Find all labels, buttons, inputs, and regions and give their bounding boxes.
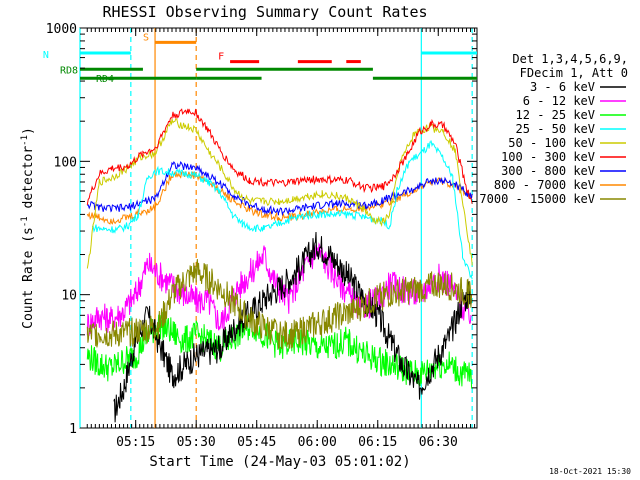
series-line-6 [86,108,473,205]
state-bars: N S F RD8 RD4 [43,32,477,85]
series-line-8 [86,170,473,225]
legend-label-1: 3 - 6 keV [530,80,595,94]
series-line-7 [87,160,473,217]
legend-label-7: 300 - 800 keV [501,164,595,178]
series-line-5 [86,118,473,269]
x-tick-label-4: 06:00 [298,435,337,450]
x-tick-label-1: 05:15 [116,435,155,450]
y-axis-label: Count Rate (s-1 detector-1) [20,127,36,329]
series-line-9 [86,259,473,350]
x-axis-label: Start Time (24-May-03 05:01:02) [149,454,410,470]
plot-timestamp: 18-Oct-2021 15:30 [549,467,631,476]
legend-label-9: 7000 - 15000 keV [479,192,595,206]
legend: Det 1,3,4,5,6,9, FDecim 1, Att 0 3 - 6 k… [479,52,628,206]
legend-label-4: 25 - 50 keV [516,122,595,136]
x-tick-label-3: 05:45 [237,435,276,450]
legend-label-2: 6 - 12 keV [523,94,595,108]
state-label-rd4: RD4 [96,74,114,85]
series-layer [86,108,473,423]
series-line-4 [91,140,473,280]
chart-title: RHESSI Observing Summary Count Rates [102,3,427,21]
state-label-s: S [143,32,149,43]
x-tick-label-5: 06:15 [358,435,397,450]
x-tick-label-2: 05:30 [177,435,216,450]
legend-label-8: 800 - 7000 keV [494,178,595,192]
state-label-n: N [43,50,49,61]
legend-label-5: 50 - 100 keV [508,136,595,150]
y-tick-label-2: 10 [61,289,77,304]
x-tick-label-6: 06:30 [419,435,458,450]
axes: 05:15 05:30 05:45 06:00 06:15 06:30 1 10 100 1000 [46,22,477,450]
legend-label-6: 100 - 300 keV [501,150,595,164]
state-label-f: F [218,52,224,63]
legend-header-line-1: Det 1,3,4,5,6,9, [512,52,628,66]
series-line-1 [113,231,473,423]
y-tick-label-3: 100 [54,155,77,170]
legend-header-line-2: FDecim 1, Att 0 [520,66,628,80]
state-label-rd8: RD8 [60,65,78,76]
y-tick-label-4: 1000 [46,22,77,37]
legend-label-3: 12 - 25 keV [516,108,595,122]
y-tick-label-1: 1 [69,422,77,437]
